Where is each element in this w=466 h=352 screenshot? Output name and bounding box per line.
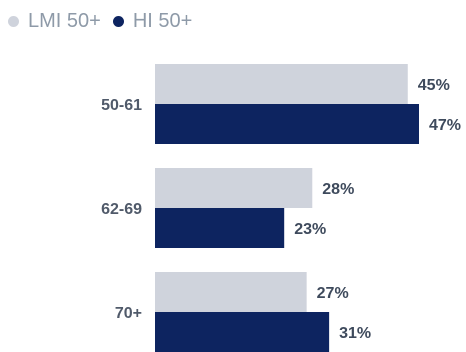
legend-item-lmi: LMI 50+	[8, 10, 101, 33]
data-label-lmi-2: 27%	[317, 285, 349, 302]
data-label-lmi-0: 45%	[418, 77, 450, 94]
data-label-hi-1: 23%	[294, 221, 326, 238]
legend: LMI 50+ HI 50+	[8, 6, 192, 36]
bar-hi-1	[155, 208, 285, 248]
bar-lmi-0	[155, 64, 408, 104]
legend-swatch-hi	[112, 15, 124, 27]
legend-label-hi: HI 50+	[132, 9, 193, 32]
category-label-1: 62-69	[101, 201, 142, 218]
bar-lmi-1	[155, 168, 313, 208]
legend-swatch-lmi	[8, 15, 19, 27]
bar-hi-0	[155, 104, 419, 144]
bar-lmi-2	[155, 272, 307, 312]
data-label-hi-0: 47%	[429, 117, 461, 134]
legend-item-hi: HI 50+	[112, 9, 193, 33]
bar-hi-2	[155, 312, 330, 352]
legend-label-lmi: LMI 50+	[28, 9, 101, 32]
category-label-0: 50-61	[101, 97, 142, 114]
category-label-2: 70+	[115, 305, 142, 322]
data-label-hi-2: 31%	[339, 325, 371, 342]
data-label-lmi-1: 28%	[322, 181, 354, 198]
